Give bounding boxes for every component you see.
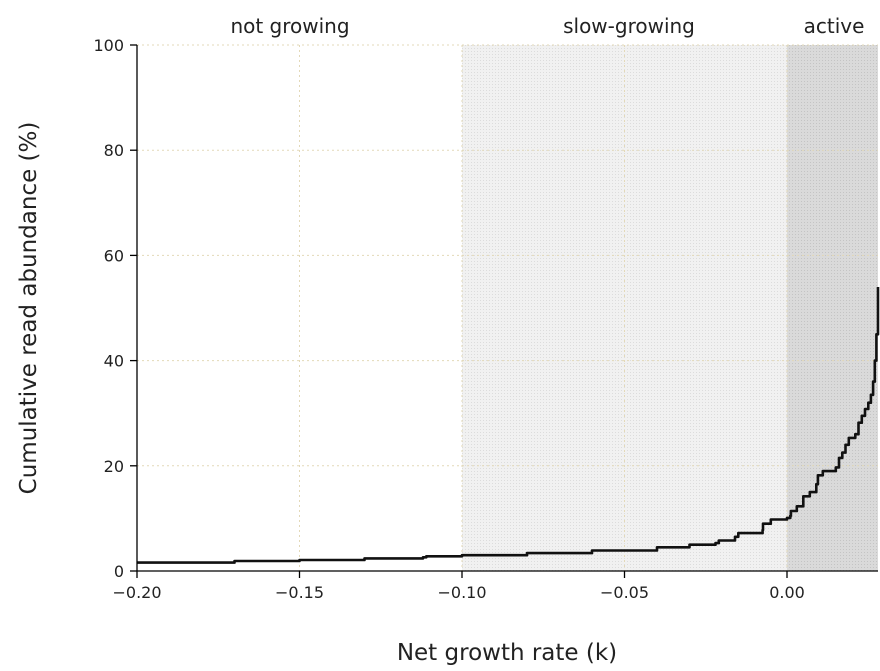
y-tick-label: 0: [114, 562, 124, 581]
region-band: [137, 45, 462, 571]
series-line: [137, 287, 880, 564]
series-lines: [137, 287, 880, 564]
region-label: slow-growing: [563, 14, 695, 38]
region-bands: [137, 45, 878, 571]
region-labels: not growing slow-growing active: [230, 14, 864, 38]
y-tick-label: 100: [93, 36, 124, 55]
y-axis-title: Cumulative read abundance (%): [16, 122, 42, 495]
x-axis-title: Net growth rate (k): [397, 640, 617, 666]
x-tick-label: 0.00: [769, 583, 805, 602]
axes: [130, 44, 878, 578]
y-tick-label: 60: [104, 246, 124, 265]
y-tick-label: 80: [104, 141, 124, 160]
x-tick-label: −0.10: [437, 583, 486, 602]
tick-labels: −0.20 −0.15 −0.10 −0.05 0.00 0 20 40 60 80 100: [93, 36, 804, 602]
y-tick-label: 20: [104, 457, 124, 476]
region-band: [462, 45, 787, 571]
region-label: active: [804, 14, 865, 38]
x-tick-label: −0.20: [112, 583, 161, 602]
region-label: not growing: [230, 14, 349, 38]
region-band: [787, 45, 878, 571]
x-tick-label: −0.05: [600, 583, 649, 602]
x-tick-label: −0.15: [275, 583, 324, 602]
y-tick-label: 40: [104, 352, 124, 371]
